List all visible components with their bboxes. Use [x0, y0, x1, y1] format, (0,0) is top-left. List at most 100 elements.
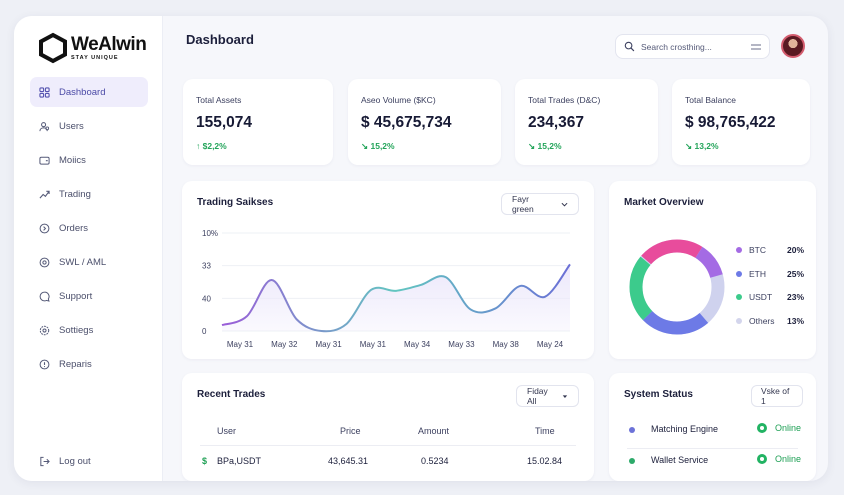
stat-label: Total Trades (D&C): [528, 95, 601, 105]
trading-chart-title: Trading Saikses: [197, 197, 274, 208]
market-donut-chart: [629, 239, 725, 335]
legend-label: Others: [749, 316, 775, 326]
dropdown-label: Vske of 1: [761, 386, 790, 406]
system-status-filter-dropdown[interactable]: Vske of 1: [751, 385, 803, 407]
legend-value: 20%: [786, 245, 804, 255]
users-icon: [39, 121, 50, 131]
x-tick-label: May 31: [315, 340, 342, 349]
service-status: Online: [757, 454, 801, 464]
column-header-user[interactable]: User: [217, 426, 237, 436]
brand-name: WeAlwin: [71, 34, 147, 55]
trading-chart-card: Trading Saikses Fayr green 10% 33 40 0 May 3…: [182, 181, 594, 359]
sidebar-item-support[interactable]: Support: [30, 281, 148, 311]
column-header-price[interactable]: Price: [340, 426, 361, 436]
sidebar-item-label: Trading: [59, 188, 91, 200]
wallet-icon: [39, 156, 50, 165]
sidebar-item-label: Sottiegs: [59, 324, 94, 336]
sidebar-item-label: Moiics: [59, 154, 86, 166]
sidebar-item-swl-aml[interactable]: SWL / AML: [30, 247, 148, 277]
logout-button[interactable]: Log out: [30, 446, 148, 476]
report-icon: [39, 359, 50, 369]
sidebar-item-dashboard[interactable]: Dashboard: [30, 77, 148, 107]
service-dot: [629, 427, 635, 433]
legend-value: 23%: [786, 292, 804, 302]
grid-icon: [39, 86, 50, 98]
online-check-icon: [757, 423, 767, 433]
sidebar-item-moiics[interactable]: Moiics: [30, 145, 148, 175]
service-name: Matching Engine: [651, 424, 719, 434]
y-tick-label: 33: [202, 262, 211, 271]
stat-card-total-trades: Total Trades (D&C) 234,367 ↘ 15,2%: [515, 79, 658, 165]
y-tick-label: 10%: [202, 229, 218, 238]
app-window: WeAlwin STAY UNIQUE Dashboard Users Moii…: [14, 16, 828, 481]
market-overview-card: Market Overview BTC 20% ETH 25% USDT 23%…: [609, 181, 816, 359]
legend-value: 25%: [786, 269, 804, 279]
caret-down-icon: [562, 394, 568, 398]
sidebar-item-trading[interactable]: Trading: [30, 179, 148, 209]
legend-label: ETH: [749, 269, 766, 279]
system-status-title: System Status: [624, 389, 693, 400]
recent-trades-filter-dropdown[interactable]: Fiday All: [516, 385, 579, 407]
sidebar-item-users[interactable]: Users: [30, 111, 148, 141]
legend-dot: [736, 271, 742, 277]
trade-user[interactable]: BPa,USDT: [217, 456, 262, 466]
service-status-label: Online: [775, 423, 802, 433]
column-header-time[interactable]: Time: [535, 426, 555, 436]
stat-change: ↘ 15,2%: [361, 141, 395, 151]
stat-card-total-assets: Total Assets 155,074 ↑ $2,2%: [183, 79, 333, 165]
trading-period-dropdown[interactable]: Fayr green: [501, 193, 579, 215]
x-tick-label: May 32: [271, 340, 298, 349]
gear-icon: [39, 325, 50, 335]
search-input[interactable]: [641, 41, 741, 52]
search-icon: [624, 41, 635, 52]
service-row-wallet-service: Wallet Service Online: [627, 454, 805, 468]
stat-value: 234,367: [528, 114, 585, 131]
y-tick-label: 0: [202, 327, 207, 336]
stat-change: ↑ $2,2%: [196, 141, 227, 151]
chevron-down-icon: [561, 202, 568, 207]
search-bar[interactable]: [615, 34, 770, 59]
legend-label: USDT: [749, 292, 773, 302]
donut-segment-pink: [629, 239, 725, 335]
trade-time: 15.02.84: [527, 456, 563, 466]
trend-icon: [39, 190, 50, 199]
brand-logo[interactable]: WeAlwin STAY UNIQUE: [38, 32, 147, 64]
logout-label: Log out: [59, 455, 91, 467]
legend-label: BTC: [749, 245, 766, 255]
brand-tagline: STAY UNIQUE: [71, 55, 119, 61]
dropdown-label: Fayr green: [512, 194, 534, 214]
stat-label: Aseo Volume ($KC): [361, 95, 436, 105]
x-tick-label: May 31: [360, 340, 387, 349]
legend-dot: [736, 318, 742, 324]
service-name: Wallet Service: [651, 455, 709, 465]
trade-price: 43,645.31: [328, 456, 369, 466]
sidebar-item-settings[interactable]: Sottiegs: [30, 315, 148, 345]
stat-value: 155,074: [196, 114, 253, 131]
sidebar-item-reports[interactable]: Reparis: [30, 349, 148, 379]
x-tick-label: May 24: [537, 340, 564, 349]
x-tick-label: May 31: [227, 340, 254, 349]
market-overview-title: Market Overview: [624, 197, 704, 208]
stat-label: Total Assets: [196, 95, 242, 105]
legend-dot: [736, 294, 742, 300]
legend-value: 13%: [786, 316, 804, 326]
recent-trades-title: Recent Trades: [197, 389, 266, 400]
legend-item-eth: ETH 25%: [736, 269, 804, 281]
stat-change: ↘ 15,2%: [528, 141, 562, 151]
column-header-amount[interactable]: Amount: [418, 426, 450, 436]
legend-item-btc: BTC 20%: [736, 245, 804, 257]
legend-item-others: Others 13%: [736, 316, 804, 328]
avatar[interactable]: [781, 34, 805, 58]
system-status-card: System Status Vske of 1 Matching Engine …: [609, 373, 816, 481]
sidebar: WeAlwin STAY UNIQUE Dashboard Users Moii…: [14, 16, 163, 481]
sidebar-item-label: Support: [59, 290, 93, 302]
menu-icon[interactable]: [751, 43, 761, 51]
target-icon: [39, 257, 50, 267]
stat-card-volume: Aseo Volume ($KC) $ 45,675,734 ↘ 15,2%: [348, 79, 501, 165]
y-tick-label: 40: [202, 294, 211, 303]
sidebar-item-label: Reparis: [59, 358, 92, 370]
x-tick-label: May 34: [404, 340, 431, 349]
stat-value: $ 45,675,734: [361, 114, 452, 131]
x-tick-label: May 33: [448, 340, 475, 349]
sidebar-item-orders[interactable]: Orders: [30, 213, 148, 243]
